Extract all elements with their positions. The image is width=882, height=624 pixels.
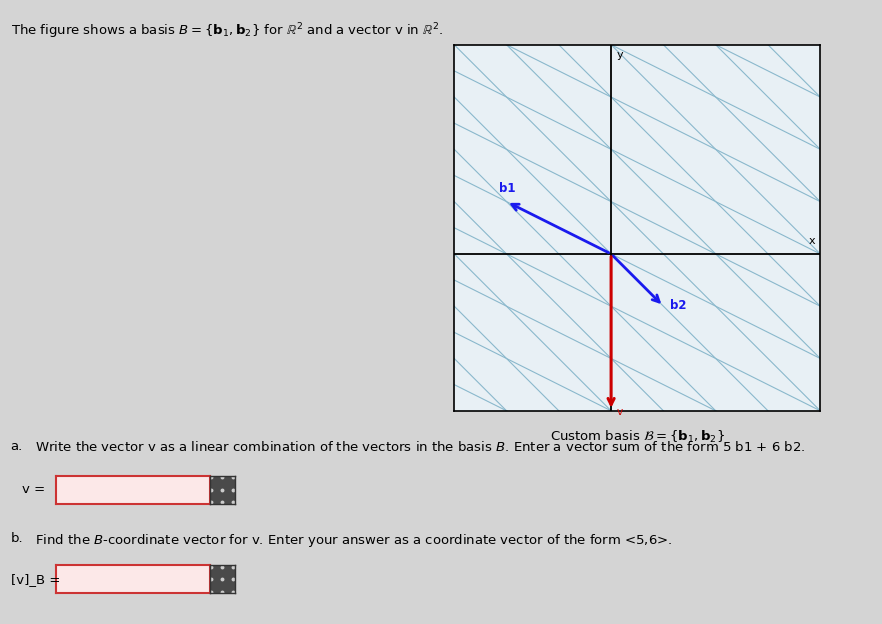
Text: Write the vector v as a linear combination of the vectors in the basis $\mathit{: Write the vector v as a linear combinati…	[31, 440, 805, 454]
Text: b.: b.	[11, 532, 23, 545]
Text: b1: b1	[498, 182, 515, 195]
Text: Custom basis $\mathcal{B} = \{\mathbf{b}_1, \mathbf{b}_2\}$: Custom basis $\mathcal{B} = \{\mathbf{b}…	[549, 429, 725, 445]
Text: Find the $\mathit{B}$-coordinate vector for v. Enter your answer as a coordinate: Find the $\mathit{B}$-coordinate vector …	[31, 532, 672, 548]
Text: v =: v =	[22, 484, 45, 496]
Text: a.: a.	[11, 440, 23, 453]
Text: b2: b2	[669, 299, 686, 312]
Text: [v]_B =: [v]_B =	[11, 573, 60, 585]
Text: v: v	[617, 407, 623, 417]
Text: y: y	[617, 50, 623, 60]
Text: The figure shows a basis $B = \{\mathbf{b}_1, \mathbf{b}_2\}$ for $\mathbb{R}^2$: The figure shows a basis $B = \{\mathbf{…	[11, 22, 443, 41]
Text: x: x	[809, 236, 815, 246]
